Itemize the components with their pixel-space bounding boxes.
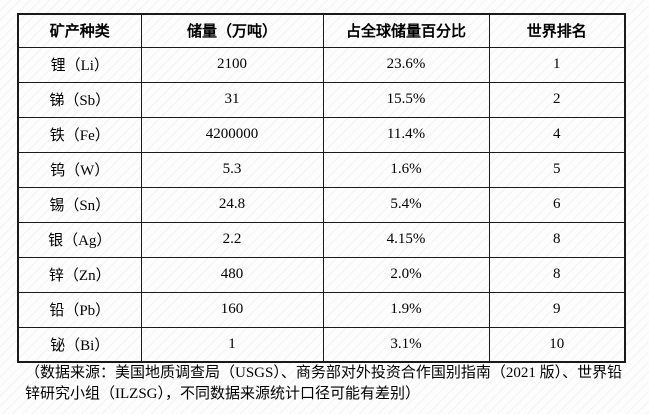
cell-mineral: 铅（Pb） [17, 291, 142, 328]
table-row: 锌（Zn） 480 2.0% 8 [17, 256, 626, 293]
cell-world-rank: 1 [488, 46, 626, 83]
cell-global-share: 11.4% [322, 116, 490, 153]
cell-mineral: 锂（Li） [17, 46, 142, 83]
cell-world-rank: 8 [488, 221, 626, 258]
data-source-footnote: （数据来源：美国地质调查局（USGS）、商务部对外投资合作国别指南（2021 版… [17, 363, 649, 405]
table-row: 铋（Bi） 1 3.1% 10 [17, 326, 626, 363]
cell-reserves: 5.3 [140, 151, 324, 188]
cell-mineral: 锌（Zn） [17, 256, 142, 293]
cell-global-share: 2.0% [322, 256, 490, 293]
cell-reserves: 160 [140, 291, 324, 328]
cell-global-share: 1.6% [322, 151, 490, 188]
cell-mineral: 锑（Sb） [17, 81, 142, 118]
cell-world-rank: 6 [488, 186, 626, 223]
cell-global-share: 1.9% [322, 291, 490, 328]
cell-mineral: 钨（W） [17, 151, 142, 188]
cell-world-rank: 2 [488, 81, 626, 118]
cell-reserves: 2.2 [140, 221, 324, 258]
cell-world-rank: 9 [488, 291, 626, 328]
footnote-line: （数据来源：美国地质调查局（USGS）、商务部对外投资合作国别指南（2021 版… [25, 365, 623, 381]
column-header-global-share: 占全球储量百分比 [322, 13, 490, 48]
cell-global-share: 15.5% [322, 81, 490, 118]
cell-reserves: 1 [140, 326, 324, 363]
cell-mineral: 锡（Sn） [17, 186, 142, 223]
table-row: 铅（Pb） 160 1.9% 9 [17, 291, 626, 328]
cell-world-rank: 10 [488, 326, 626, 363]
column-header-mineral-type: 矿产种类 [17, 13, 142, 48]
column-header-world-rank: 世界排名 [488, 13, 626, 48]
cell-mineral: 银（Ag） [17, 221, 142, 258]
cell-world-rank: 5 [488, 151, 626, 188]
table-row: 锡（Sn） 24.8 5.4% 6 [17, 186, 626, 223]
column-header-reserves: 储量（万吨） [140, 13, 324, 48]
cell-world-rank: 4 [488, 116, 626, 153]
cell-world-rank: 8 [488, 256, 626, 293]
cell-reserves: 2100 [140, 46, 324, 83]
table-row: 铁（Fe） 4200000 11.4% 4 [17, 116, 626, 153]
table-row: 锂（Li） 2100 23.6% 1 [17, 46, 626, 83]
cell-mineral: 铁（Fe） [17, 116, 142, 153]
cell-reserves: 31 [140, 81, 324, 118]
cell-reserves: 4200000 [140, 116, 324, 153]
table-row: 钨（W） 5.3 1.6% 5 [17, 151, 626, 188]
header-row: 矿产种类 储量（万吨） 占全球储量百分比 世界排名 [17, 13, 626, 48]
footnote-line: 锌研究小组（ILZSG），不同数据来源统计口径可能有差别） [25, 386, 420, 402]
cell-global-share: 23.6% [322, 46, 490, 83]
mineral-reserves-table: 矿产种类 储量（万吨） 占全球储量百分比 世界排名 锂（Li） 2100 23.… [17, 13, 626, 363]
cell-global-share: 4.15% [322, 221, 490, 258]
cell-mineral: 铋（Bi） [17, 326, 142, 363]
cell-global-share: 3.1% [322, 326, 490, 363]
table-row: 锑（Sb） 31 15.5% 2 [17, 81, 626, 118]
table-row: 银（Ag） 2.2 4.15% 8 [17, 221, 626, 258]
cell-reserves: 24.8 [140, 186, 324, 223]
cell-global-share: 5.4% [322, 186, 490, 223]
cell-reserves: 480 [140, 256, 324, 293]
